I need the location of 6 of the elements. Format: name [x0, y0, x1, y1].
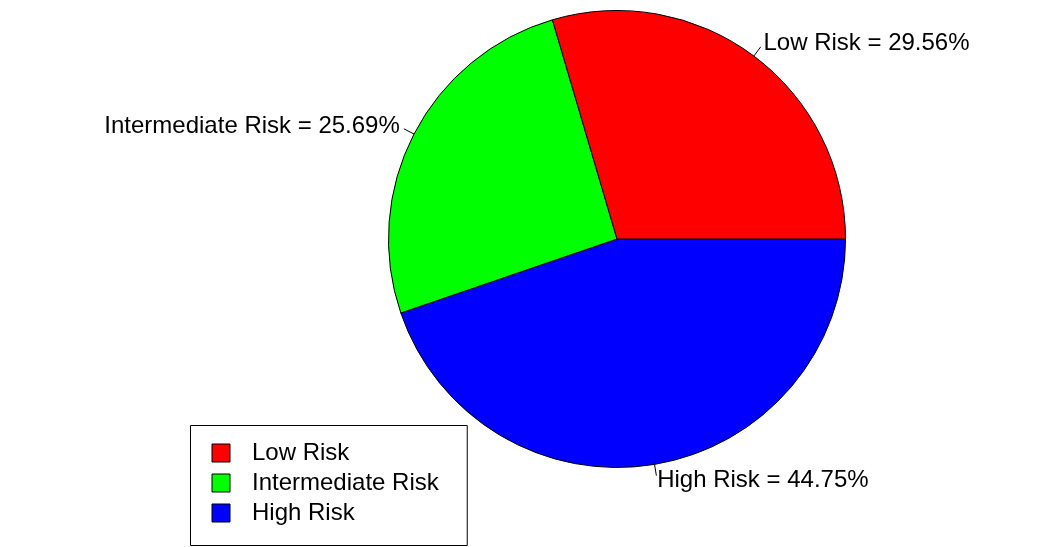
data-label: High Risk = 44.75%: [657, 464, 869, 492]
legend-label: Low Risk: [252, 437, 351, 465]
legend-label: Intermediate Risk: [252, 467, 440, 495]
data-label: Intermediate Risk = 25.69%: [104, 111, 400, 139]
data-label: Low Risk = 29.56%: [763, 27, 970, 55]
legend-label: High Risk: [252, 497, 356, 525]
